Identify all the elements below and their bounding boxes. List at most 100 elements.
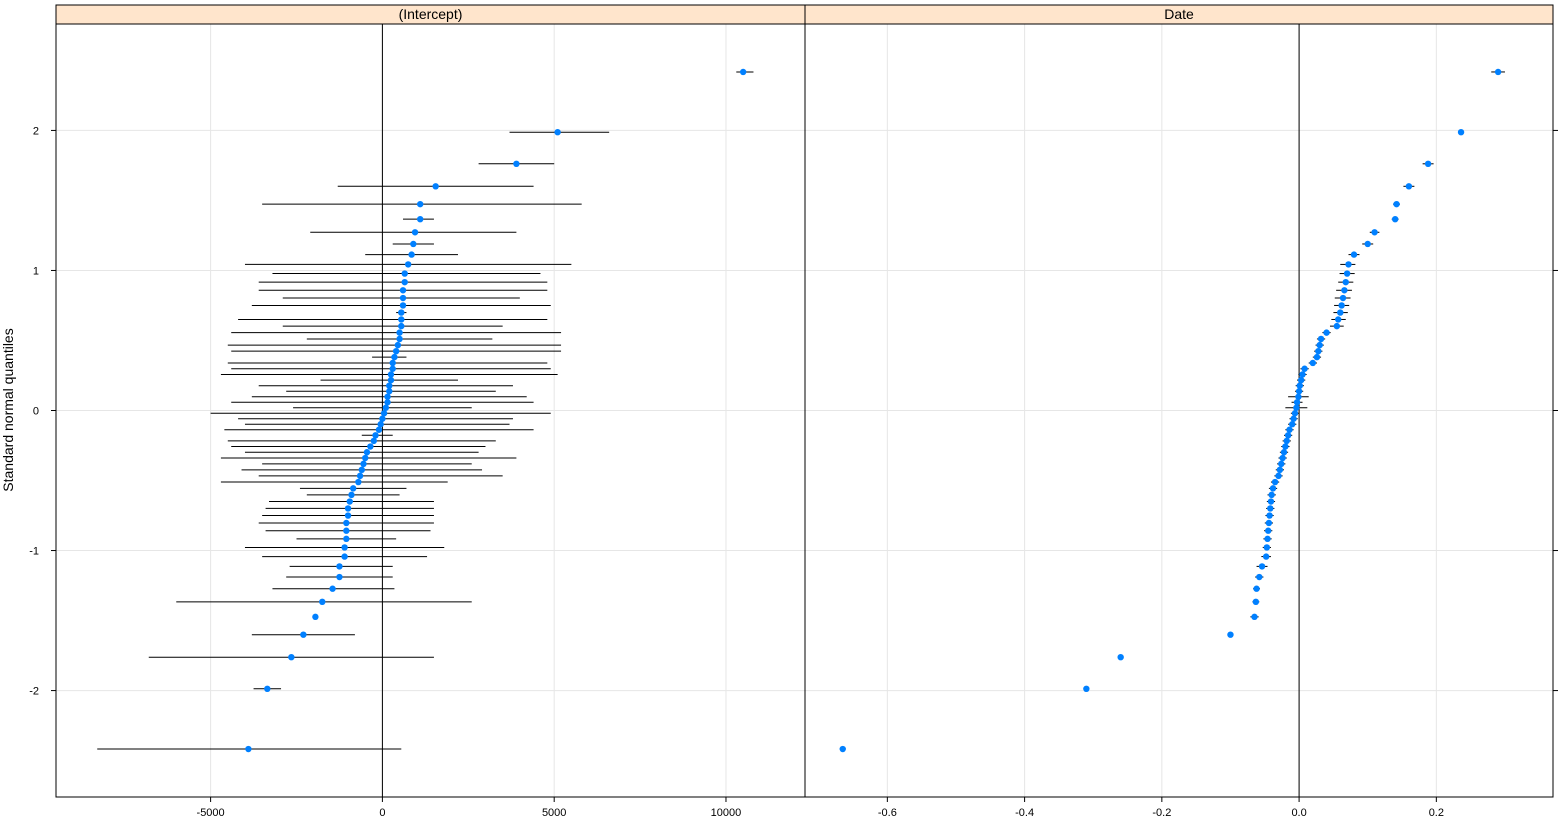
- data-point-p0-33: [384, 399, 391, 406]
- data-point-p1-18: [1269, 485, 1277, 492]
- data-point-p0-10: [341, 544, 348, 551]
- data-point-p0-59: [416, 200, 424, 208]
- data-point-p1-52: [1342, 278, 1349, 286]
- data-point-p0-34: [384, 393, 391, 400]
- data-point-p1-63: [1494, 68, 1502, 76]
- strip-label-p1: Date: [1164, 6, 1194, 22]
- data-point-p1-42: [1315, 347, 1322, 355]
- data-point-p0-0: [245, 745, 252, 753]
- data-point-p0-7: [336, 573, 343, 581]
- data-point-p1-14: [1266, 512, 1273, 519]
- data-point-p1-22: [1278, 460, 1285, 468]
- x-tick-label-p1-2: -0.2: [1152, 807, 1171, 819]
- data-point-p0-30: [379, 415, 386, 422]
- data-point-p1-35: [1295, 388, 1303, 395]
- data-point-p1-29: [1289, 421, 1296, 428]
- data-point-p0-58: [416, 215, 424, 223]
- data-point-p1-21: [1276, 466, 1284, 474]
- data-point-p0-53: [401, 270, 408, 277]
- y-tick-label-2: 0: [33, 406, 39, 418]
- data-point-p0-15: [344, 505, 352, 512]
- data-point-p1-19: [1271, 478, 1279, 486]
- data-point-p1-16: [1267, 498, 1275, 505]
- data-point-p1-25: [1282, 443, 1289, 450]
- data-point-p1-20: [1275, 472, 1282, 480]
- data-point-p0-11: [343, 535, 350, 543]
- data-point-p0-25: [367, 443, 374, 450]
- data-point-p0-60: [432, 183, 439, 190]
- data-point-p0-31: [380, 410, 388, 417]
- data-point-p1-39: [1301, 365, 1308, 372]
- data-point-p0-19: [355, 478, 362, 486]
- data-point-p0-16: [346, 498, 353, 505]
- data-point-p0-38: [387, 371, 395, 378]
- data-point-p1-4: [1251, 613, 1258, 621]
- data-point-p1-48: [1337, 309, 1344, 316]
- data-point-p1-3: [1227, 631, 1234, 638]
- data-point-p1-40: [1309, 359, 1317, 367]
- data-point-p0-32: [382, 404, 390, 411]
- data-point-p1-55: [1350, 251, 1358, 258]
- data-point-p1-45: [1323, 329, 1330, 336]
- strip-label-p0: (Intercept): [399, 6, 463, 22]
- x-tick-label-p1-0: -0.6: [878, 807, 897, 819]
- data-point-p1-26: [1283, 437, 1290, 445]
- data-point-p1-17: [1268, 491, 1275, 499]
- data-point-p0-2: [288, 653, 295, 661]
- data-point-p1-43: [1316, 341, 1323, 349]
- strip-box-p1: [804, 4, 1554, 25]
- x-tick-label-p0-3: 10000: [711, 807, 742, 819]
- data-point-p1-32: [1293, 404, 1300, 411]
- data-point-p1-46: [1333, 322, 1341, 330]
- x-tick-label-p0-0: -5000: [197, 807, 225, 819]
- data-point-p1-28: [1286, 426, 1293, 433]
- data-point-p0-61: [513, 160, 520, 168]
- x-tick-label-p0-2: 5000: [542, 807, 566, 819]
- data-point-p1-57: [1371, 229, 1378, 236]
- data-point-p1-61: [1424, 160, 1432, 168]
- data-point-p0-24: [363, 449, 371, 456]
- data-point-p1-53: [1343, 270, 1351, 277]
- data-point-p0-39: [389, 365, 396, 372]
- data-point-p0-44: [396, 335, 403, 343]
- data-point-p1-12: [1265, 527, 1272, 534]
- data-point-p1-1: [1083, 685, 1090, 693]
- data-point-p1-0: [839, 745, 846, 753]
- x-tick-label-p0-1: 0: [379, 807, 385, 819]
- x-tick-label-p1-3: 0.0: [1291, 807, 1306, 819]
- data-point-p0-4: [312, 613, 319, 621]
- data-point-p1-9: [1262, 553, 1270, 560]
- data-point-p1-37: [1297, 376, 1305, 384]
- data-point-p1-50: [1339, 294, 1347, 302]
- y-axis-label: Standard normal quantiles: [0, 328, 16, 491]
- data-point-p0-42: [392, 347, 400, 355]
- data-point-p0-18: [349, 485, 357, 492]
- y-tick-label-1: -1: [29, 546, 39, 558]
- data-point-p0-6: [329, 585, 336, 592]
- data-point-p0-22: [360, 460, 367, 468]
- data-point-p0-13: [343, 519, 350, 527]
- data-point-p0-3: [300, 631, 307, 638]
- data-point-p0-35: [386, 388, 393, 395]
- data-point-p0-54: [404, 261, 412, 268]
- data-points: [245, 68, 1502, 753]
- data-point-p1-31: [1291, 410, 1299, 417]
- data-point-p0-49: [399, 302, 407, 309]
- data-point-p0-26: [370, 437, 378, 445]
- data-point-p0-29: [377, 421, 384, 428]
- data-point-p1-7: [1256, 573, 1263, 581]
- strip-headers: (Intercept) Date: [55, 4, 1554, 25]
- data-point-p1-2: [1117, 653, 1124, 661]
- data-point-p1-24: [1280, 449, 1288, 456]
- data-point-p0-63: [739, 68, 747, 76]
- data-point-p1-27: [1284, 432, 1292, 439]
- reference-lines: [381, 24, 1300, 797]
- data-point-p0-37: [387, 376, 395, 384]
- data-point-p1-47: [1335, 316, 1342, 323]
- axes-layer: -5000 0 5000 10000 -0.6 -0.4 -0.2 0.0 0.2 -2 -1 0 1 2: [29, 125, 1558, 819]
- data-point-p0-27: [372, 432, 379, 439]
- data-point-p1-41: [1313, 353, 1321, 361]
- data-point-p1-15: [1267, 505, 1274, 512]
- data-point-p0-40: [389, 359, 396, 367]
- data-point-p1-23: [1279, 454, 1286, 462]
